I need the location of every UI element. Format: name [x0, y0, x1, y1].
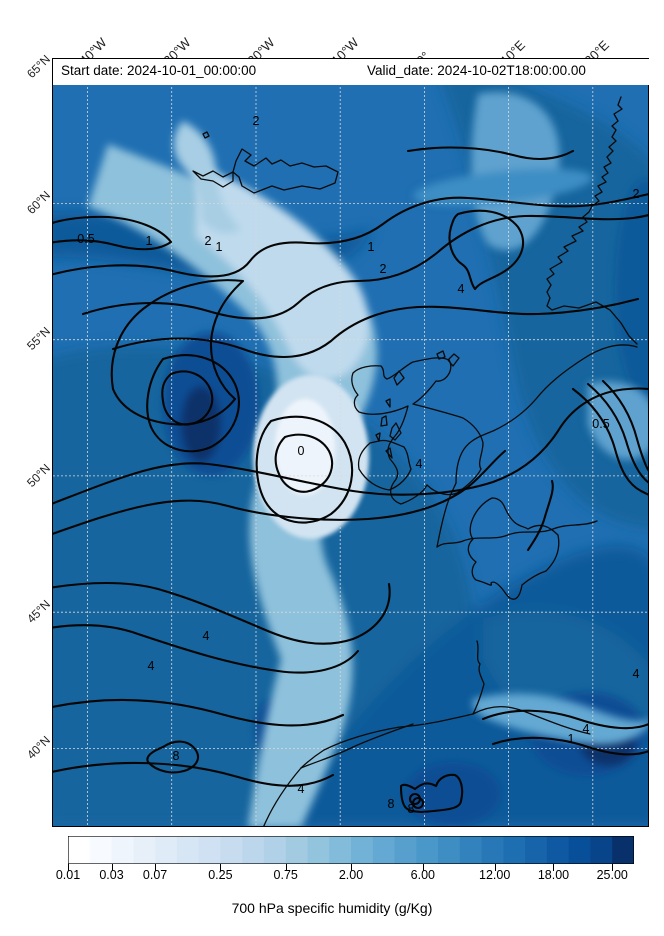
svg-text:4: 4	[583, 722, 590, 736]
svg-text:1: 1	[146, 234, 153, 248]
svg-text:2: 2	[253, 114, 260, 128]
svg-text:4: 4	[633, 667, 640, 681]
svg-text:8: 8	[408, 802, 415, 816]
svg-text:2: 2	[633, 187, 640, 201]
svg-text:4: 4	[416, 457, 423, 471]
svg-text:4: 4	[298, 782, 305, 796]
svg-text:4: 4	[458, 282, 465, 296]
svg-text:8: 8	[388, 797, 395, 811]
svg-text:1: 1	[568, 732, 575, 746]
svg-text:0: 0	[298, 444, 305, 458]
svg-text:1: 1	[216, 240, 223, 254]
svg-text:8: 8	[173, 749, 180, 763]
svg-text:4: 4	[148, 659, 155, 673]
svg-text:0.5: 0.5	[77, 232, 94, 246]
svg-text:1: 1	[368, 240, 375, 254]
svg-text:2: 2	[380, 262, 387, 276]
svg-text:4: 4	[203, 629, 210, 643]
svg-text:2: 2	[205, 234, 212, 248]
svg-text:0.5: 0.5	[592, 417, 609, 431]
